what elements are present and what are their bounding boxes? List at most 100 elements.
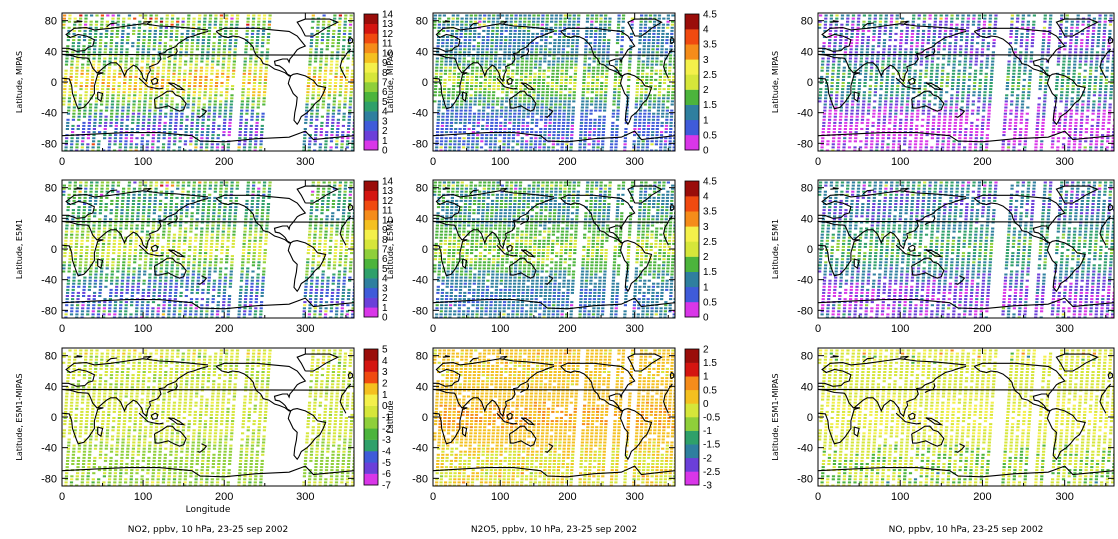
data-cell xyxy=(604,85,608,88)
data-cell xyxy=(520,137,524,140)
data-cell xyxy=(594,32,598,35)
colorbar-label: 7 xyxy=(382,78,388,89)
data-cell xyxy=(263,78,268,81)
data-cell xyxy=(558,112,562,115)
data-cell xyxy=(612,94,617,97)
data-cell xyxy=(910,115,914,118)
data-cell xyxy=(666,26,670,29)
data-cell xyxy=(335,143,339,146)
data-cell xyxy=(330,134,334,137)
data-cell xyxy=(600,75,604,78)
colorbar-swatch xyxy=(685,74,699,90)
data-cell xyxy=(457,146,461,149)
data-cell xyxy=(570,51,574,54)
data-cell xyxy=(450,109,454,112)
data-cell xyxy=(638,115,642,118)
data-cell xyxy=(871,48,875,51)
data-cell xyxy=(454,121,458,124)
data-cell xyxy=(617,14,621,17)
data-cell xyxy=(900,100,904,103)
data-cell xyxy=(543,51,547,54)
data-cell xyxy=(135,54,140,57)
data-cell xyxy=(244,45,248,48)
data-cell xyxy=(68,17,72,20)
data-cell xyxy=(228,39,233,42)
data-cell xyxy=(493,137,498,140)
data-cell xyxy=(835,14,839,17)
data-cell xyxy=(75,146,79,149)
data-cell xyxy=(347,118,351,121)
data-cell xyxy=(198,82,202,84)
data-cell xyxy=(265,51,270,54)
data-cell xyxy=(112,72,117,75)
data-cell xyxy=(854,134,858,137)
data-cell xyxy=(589,103,594,106)
data-cell xyxy=(466,63,470,66)
data-cell xyxy=(467,54,471,57)
data-cell xyxy=(476,134,480,137)
data-cell xyxy=(88,29,93,32)
data-cell xyxy=(879,88,883,91)
data-cell xyxy=(258,85,262,88)
data-cell xyxy=(899,45,903,48)
data-cell xyxy=(324,66,328,69)
data-cell xyxy=(79,82,83,84)
data-cell xyxy=(925,60,929,63)
data-cell xyxy=(179,45,183,48)
data-cell xyxy=(219,100,223,103)
data-cell xyxy=(910,39,914,42)
data-cell xyxy=(172,69,176,72)
data-cell xyxy=(587,63,591,66)
data-cell xyxy=(163,48,167,51)
data-cell xyxy=(454,51,458,54)
data-cell xyxy=(916,29,920,32)
data-cell xyxy=(183,69,187,72)
data-cell xyxy=(217,51,221,54)
data-cell xyxy=(333,88,337,91)
data-cell xyxy=(627,75,631,78)
data-cell xyxy=(129,66,133,69)
data-cell xyxy=(129,146,133,149)
data-cell xyxy=(491,100,495,103)
data-cell xyxy=(475,146,479,149)
data-cell xyxy=(822,112,827,115)
data-cell xyxy=(344,14,348,17)
data-cell xyxy=(149,85,154,88)
data-cell xyxy=(222,60,226,63)
data-cell xyxy=(556,60,560,63)
data-cell xyxy=(454,39,458,42)
data-cell xyxy=(584,121,588,124)
data-cell xyxy=(64,140,69,143)
data-cell xyxy=(847,75,851,78)
data-cell xyxy=(534,51,538,54)
data-cell xyxy=(94,29,98,32)
data-cell xyxy=(151,66,155,69)
data-cell xyxy=(651,48,655,51)
data-cell xyxy=(95,94,99,97)
data-cell xyxy=(598,109,602,112)
data-cell xyxy=(550,17,554,20)
data-cell xyxy=(640,88,644,91)
data-cell xyxy=(251,23,255,26)
data-cell xyxy=(126,112,130,115)
data-cell xyxy=(565,57,569,60)
data-cell xyxy=(445,48,449,51)
data-cell xyxy=(495,36,499,38)
data-cell xyxy=(433,26,437,29)
data-cell xyxy=(457,66,461,69)
data-cell xyxy=(535,121,539,124)
data-cell xyxy=(857,17,861,20)
data-cell xyxy=(655,63,659,66)
data-cell xyxy=(535,112,539,115)
data-cell xyxy=(250,115,254,118)
colorbar-label: 14 xyxy=(382,10,394,21)
data-cell xyxy=(202,29,206,32)
data-cell xyxy=(670,26,674,29)
data-cell xyxy=(524,78,528,81)
data-cell xyxy=(490,45,494,48)
data-cell xyxy=(194,146,198,149)
data-cell xyxy=(573,75,577,78)
data-cell xyxy=(175,103,179,106)
data-cell xyxy=(181,97,185,100)
coastline xyxy=(500,20,508,25)
